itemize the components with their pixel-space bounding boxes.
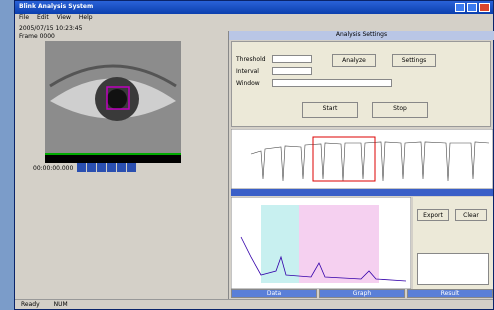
left-pane: 2005/07/15 10:23:45 Frame 0000 00:00:00.… <box>15 23 228 299</box>
tab[interactable]: Data <box>231 289 317 298</box>
field-label: Window <box>236 80 260 87</box>
tab-bar: Data Graph Result <box>231 289 493 298</box>
play-control[interactable] <box>97 163 106 172</box>
play-control[interactable] <box>77 163 86 172</box>
background-window <box>0 0 14 310</box>
menu-item[interactable]: File <box>19 14 29 23</box>
text-input[interactable] <box>272 67 312 75</box>
tab[interactable]: Result <box>407 289 493 298</box>
field-label: Threshold <box>236 56 266 63</box>
menu-bar: File Edit View Help <box>15 14 493 23</box>
waveform-chart <box>231 129 493 189</box>
right-pane: Analysis Settings Threshold Interval Win… <box>228 31 493 299</box>
menu-item[interactable]: View <box>57 14 71 23</box>
side-panel: Export Clear <box>413 197 493 289</box>
tab[interactable]: Graph <box>319 289 405 298</box>
play-control[interactable] <box>107 163 116 172</box>
seek-track[interactable] <box>45 153 181 163</box>
title-bar: Blink Analysis System <box>15 1 493 14</box>
text-input[interactable] <box>272 79 392 87</box>
minimize-button[interactable] <box>455 3 465 12</box>
menu-item[interactable]: Help <box>79 14 93 23</box>
info-line: 2005/07/15 10:23:45 <box>19 25 82 32</box>
play-control[interactable] <box>87 163 96 172</box>
button[interactable]: Stop <box>372 102 428 118</box>
status-text: Ready <box>21 300 40 309</box>
button[interactable]: Analyze <box>332 54 376 67</box>
app-window: Blink Analysis System File Edit View Hel… <box>14 0 494 310</box>
button[interactable]: Clear <box>455 209 487 221</box>
playback-controls <box>77 163 136 172</box>
spectrum-chart <box>231 197 411 289</box>
info-line: Frame 0000 <box>19 33 55 40</box>
eye-image <box>45 41 181 153</box>
text-input[interactable] <box>272 55 312 63</box>
legend-box <box>417 253 489 285</box>
close-button[interactable] <box>479 3 490 12</box>
timecode: 00:00:00.000 <box>33 165 73 172</box>
window-title: Blink Analysis System <box>19 3 93 10</box>
settings-panel: Threshold Interval Window Analyze Settin… <box>231 41 491 127</box>
page: {"window": {"title": "Blink Analysis Sys… <box>0 0 494 310</box>
play-control[interactable] <box>117 163 126 172</box>
pane-header: Analysis Settings <box>229 31 494 40</box>
status-text: NUM <box>54 300 68 309</box>
video-frame <box>45 41 181 153</box>
button[interactable]: Settings <box>392 54 436 67</box>
menu-item[interactable]: Edit <box>37 14 49 23</box>
status-bar: Ready NUM <box>15 299 493 309</box>
field-label: Interval <box>236 68 259 75</box>
button[interactable]: Export <box>417 209 449 221</box>
maximize-button[interactable] <box>467 3 477 12</box>
play-control[interactable] <box>127 163 136 172</box>
scrollbar[interactable] <box>231 189 493 196</box>
button[interactable]: Start <box>302 102 358 118</box>
